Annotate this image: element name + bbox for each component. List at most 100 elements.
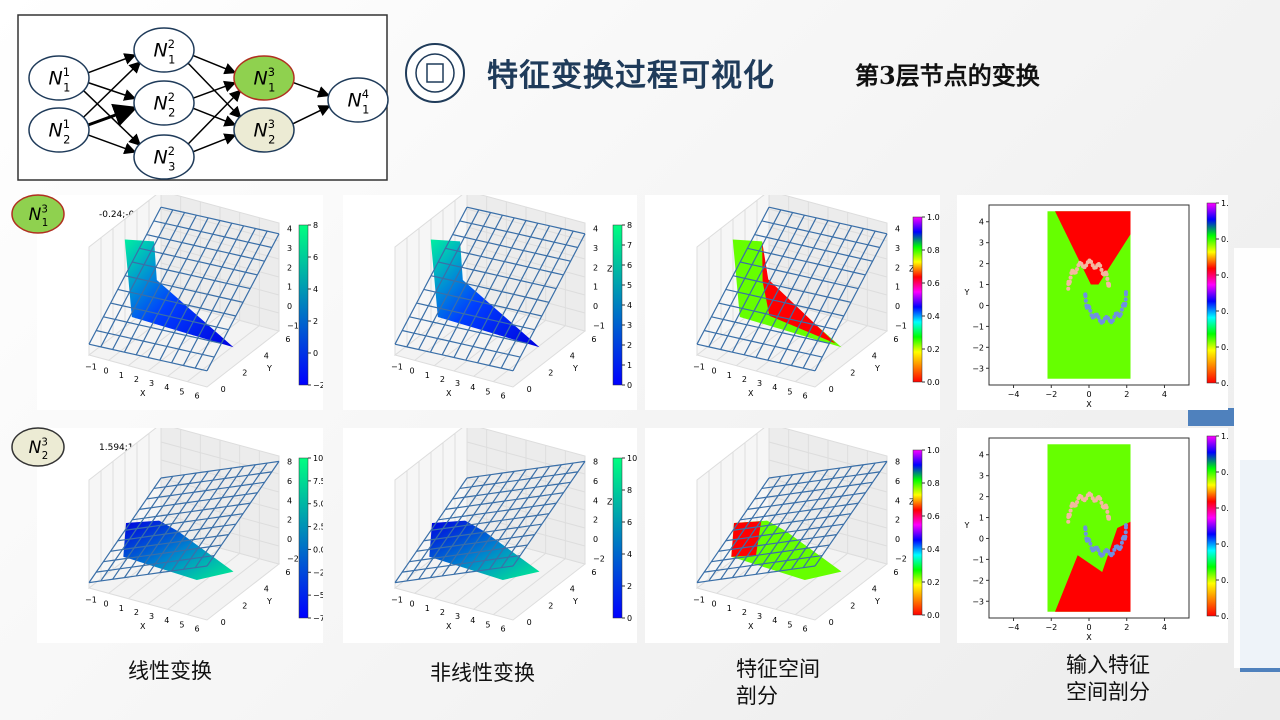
y-tick-label: 0	[527, 618, 532, 627]
colorbar-label: 0	[627, 381, 632, 390]
plot: −1 0 1 2 3 4 5 6 0 2 4 6 −1 0 1 2 3 4 X Y Z 0.0 0.2 0.4 0.6 0.8 1.…	[645, 195, 940, 410]
edge	[192, 133, 237, 153]
plane-grid	[159, 467, 233, 573]
node-label: N2 1	[154, 37, 176, 66]
x-tick-label: 5	[179, 387, 184, 396]
z-tick-label: 2	[287, 263, 292, 272]
plane-grid	[477, 225, 551, 364]
node-label: N1 2	[49, 117, 71, 146]
z-tick-label: 4	[287, 496, 292, 505]
x-tick-label: 5	[485, 620, 490, 629]
x-tick-label: 0	[104, 600, 109, 609]
plane-grid	[171, 466, 245, 572]
y-tick-label: −1	[972, 555, 984, 564]
plane-grid	[754, 481, 873, 500]
sample-point	[1118, 545, 1123, 550]
y-tick-label: 6	[285, 568, 290, 577]
sample-point	[1088, 541, 1093, 546]
x-tick-label: 6	[803, 624, 808, 633]
plane-grid	[153, 220, 272, 249]
y-tick-label: −3	[972, 364, 984, 373]
plane-grid	[153, 471, 272, 490]
y-tick-label: 0	[979, 301, 984, 310]
edge	[192, 54, 237, 75]
colorbar-label: 8	[627, 221, 632, 230]
sample-point	[1073, 270, 1078, 275]
plane-grid	[512, 233, 586, 372]
x-axis-label: X	[748, 622, 754, 631]
node	[327, 77, 389, 123]
sample-point	[1098, 496, 1103, 501]
sample-point	[1123, 301, 1128, 306]
node-base: N	[154, 40, 168, 62]
edge	[87, 103, 138, 127]
plot: −1 0 1 2 3 4 5 6 0 2 4 6 −2 0 2 4 6 8 X Y Z 0.0 0.2 0.4 0.6 0.8 1.…	[645, 428, 940, 643]
plane-grid	[768, 206, 888, 235]
sample-point	[1083, 531, 1088, 536]
node-sup: 2	[168, 144, 175, 158]
x-axis-label: X	[1086, 400, 1092, 409]
plane-grid	[194, 462, 268, 569]
colorbar-label: 2	[313, 317, 318, 326]
colorbar-label: 0.6	[927, 512, 940, 521]
colorbar-label: 1.0	[1221, 432, 1228, 441]
sample-point	[1099, 267, 1104, 272]
y-tick-label: −1	[972, 322, 984, 331]
plane-grid	[160, 206, 280, 235]
node	[28, 107, 90, 153]
sample-point	[1099, 500, 1104, 505]
plane-grid	[500, 230, 574, 369]
colorbar-label: 0.8	[1221, 468, 1228, 477]
node-sub: 2	[168, 105, 175, 119]
x-tick-label: 5	[485, 387, 490, 396]
plane-grid	[139, 492, 258, 510]
y-tick-label: 3	[979, 472, 984, 481]
colorbar-label: 0.4	[927, 545, 940, 554]
plane-grid	[814, 461, 888, 567]
plane-grid	[438, 502, 557, 521]
colorbar-label: 8	[627, 486, 632, 495]
sample-point	[1098, 263, 1103, 268]
plot: −1 0 1 2 3 4 5 6 0 2 4 6 −2 0 2 4 6 8 X Y Z 0 2 4 6 8 10	[343, 428, 637, 643]
y-tick-label: 0	[979, 534, 984, 543]
x-tick-label: −1	[85, 363, 97, 372]
plot: −1 0 1 2 3 4 5 6 0 2 4 6 −1 0 1 2 3 4 X Y Z 0 1 2 3 4 5 6 7 8	[343, 195, 637, 410]
plane-grid	[767, 467, 841, 573]
colorbar-label: 2	[627, 582, 632, 591]
x-tick-label: 3	[757, 379, 762, 388]
x-tick-label: 6	[501, 391, 506, 400]
z-tick-label: 1	[895, 283, 900, 292]
plane-grid	[768, 460, 888, 479]
node-sub: 2	[63, 132, 70, 146]
colorbar-label: 0.0	[927, 611, 940, 620]
z-tick-label: −2	[287, 555, 299, 564]
surface	[429, 520, 540, 580]
y-tick-label: 0	[221, 618, 226, 627]
y-axis-label: Y	[964, 288, 970, 297]
row-node-badge: N3 2	[11, 427, 65, 467]
pane-grid	[160, 208, 280, 242]
y-tick-label: 0	[829, 618, 834, 627]
colorbar-label: 1	[627, 361, 632, 370]
node-sup: 4	[362, 87, 369, 101]
plane-grid	[206, 461, 280, 567]
colorbar-label: 5	[627, 281, 632, 290]
node-base: N	[254, 120, 268, 142]
colorbar	[1206, 202, 1217, 384]
y-tick-label: 6	[893, 335, 898, 344]
plane-grid	[761, 471, 880, 490]
colorbar-label: 8	[313, 221, 318, 230]
plot: −4 −2 0 2 4 −3 −2 −1 0 1 2 3 4 X Y 0.0 0.2 0.4 0.6 0.8 1.0	[957, 428, 1228, 643]
y-tick-label: 4	[570, 585, 575, 594]
colorbar-label: −2	[313, 381, 323, 390]
colorbar	[912, 449, 923, 616]
region	[1055, 521, 1131, 612]
z-tick-label: 8	[593, 457, 598, 466]
x-axis-label: X	[446, 622, 452, 631]
plane-grid	[146, 481, 265, 500]
sample-point	[1118, 312, 1123, 317]
sample-point	[1112, 314, 1117, 319]
colorbar-label: 0.2	[927, 345, 940, 354]
colorbar-label: 3	[627, 321, 632, 330]
z-tick-label: 6	[895, 477, 900, 486]
